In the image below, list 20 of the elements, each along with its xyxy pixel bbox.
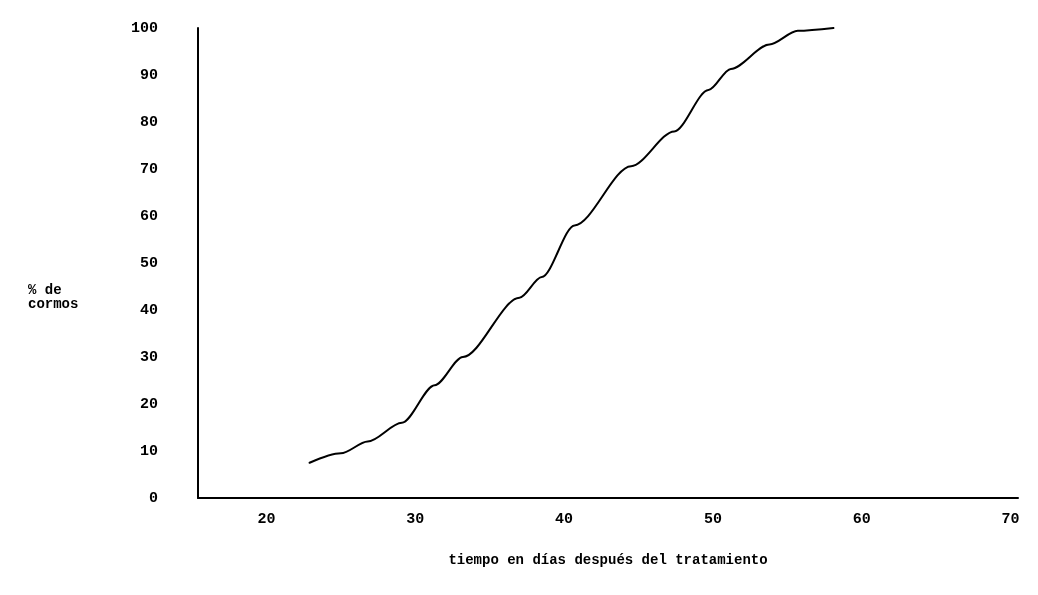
y-tick-label: 0 — [148, 489, 158, 507]
y-tick-label: 20 — [139, 395, 158, 413]
x-tick-label: 20 — [257, 511, 276, 528]
y-tick-label: 80 — [139, 113, 158, 131]
y-tick-label: 70 — [139, 160, 158, 178]
y-tick-label: 30 — [139, 348, 158, 366]
x-tick-label: 30 — [406, 511, 425, 528]
x-tick-label: 50 — [703, 511, 722, 528]
y-tick-label: 10 — [139, 442, 158, 460]
x-tick-label: 60 — [852, 511, 871, 528]
x-tick-label: 40 — [555, 511, 574, 528]
x-axis-title: tiempo en días después del tratamiento — [448, 552, 768, 568]
y-tick-label: 100 — [130, 19, 158, 37]
y-tick-label: 90 — [139, 66, 158, 84]
y-tick-label: 60 — [139, 207, 158, 225]
line-series — [308, 27, 835, 464]
y-axis-title: % de cormos — [28, 282, 79, 312]
y-tick-label: 40 — [139, 301, 158, 319]
y-tick-label: 50 — [139, 254, 158, 272]
x-tick-label: 70 — [1001, 511, 1020, 528]
